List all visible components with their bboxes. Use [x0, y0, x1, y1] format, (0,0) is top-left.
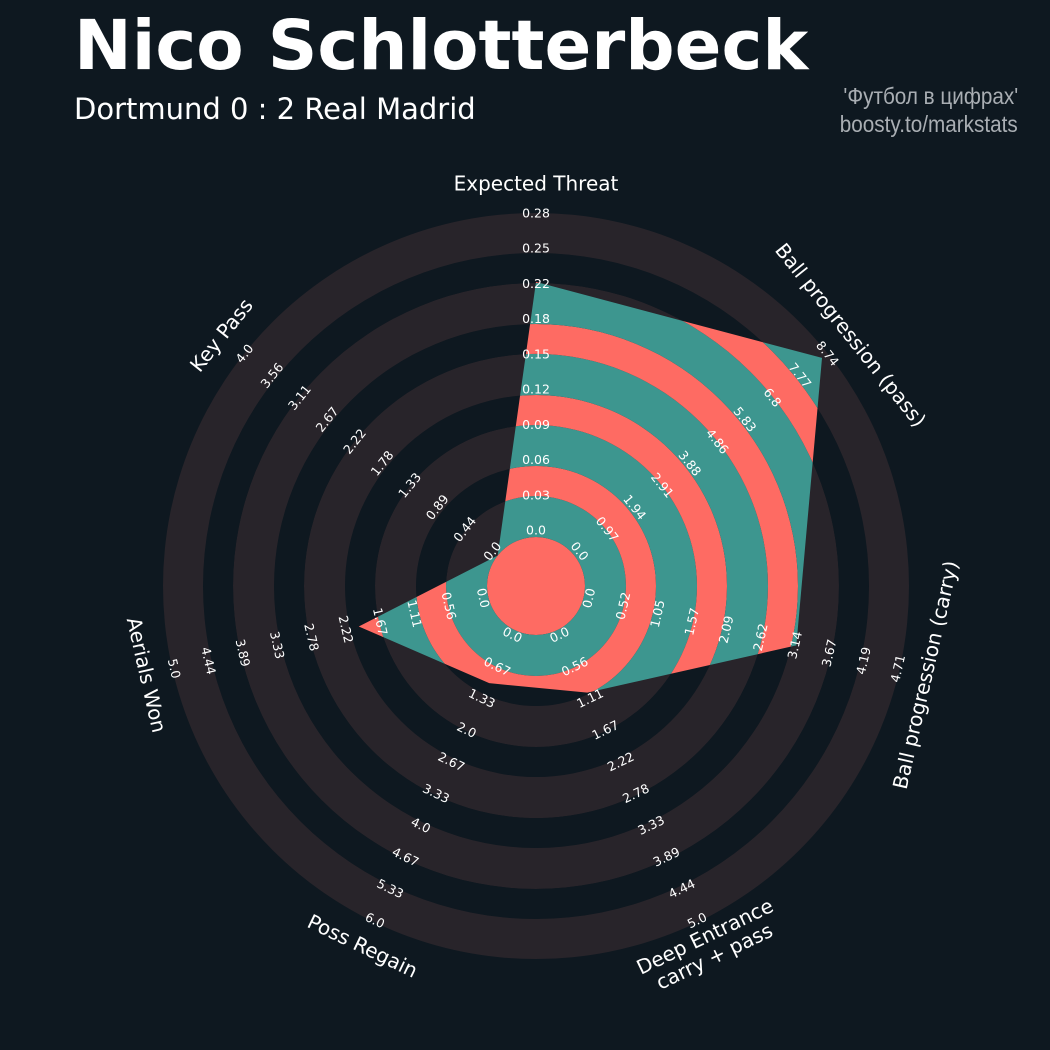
- tick-label: 3.67: [819, 638, 840, 668]
- tick-label: 3.14: [784, 630, 805, 661]
- tick-label: 1.05: [647, 598, 668, 628]
- tick-label: 0.06: [522, 452, 550, 467]
- tick-label: 0.56: [439, 591, 460, 622]
- polygon-ring: [487, 537, 585, 635]
- tick-label: 2.22: [336, 614, 357, 644]
- tick-label: 4.19: [853, 645, 874, 676]
- tick-label: 0.0: [526, 523, 546, 538]
- credit-line-1: 'Футбол в цифрах': [843, 83, 1018, 109]
- tick-label: 2.62: [750, 622, 771, 652]
- tick-label: 0.18: [522, 311, 550, 326]
- player-name-title: Nico Schlotterbeck: [74, 6, 809, 86]
- tick-label: 0.15: [522, 346, 550, 361]
- tick-label: 0.0: [579, 587, 598, 610]
- tick-label: 0.0: [474, 587, 493, 610]
- tick-label: 1.57: [681, 606, 702, 636]
- tick-label: 5.0: [165, 657, 184, 680]
- tick-label: 3.89: [233, 638, 254, 669]
- tick-label: 0.52: [613, 591, 634, 621]
- param-label: Aerials Won: [122, 615, 172, 735]
- tick-label: 0.25: [522, 241, 550, 256]
- param-label: Expected Threat: [454, 172, 619, 196]
- tick-label: 0.12: [522, 382, 550, 397]
- tick-label: 2.09: [716, 614, 737, 645]
- tick-label: 0.22: [522, 276, 550, 291]
- tick-label: 0.09: [522, 417, 550, 432]
- tick-label: 4.71: [887, 653, 908, 683]
- tick-label: 4.44: [198, 645, 219, 676]
- tick-label: 2.78: [301, 622, 322, 653]
- match-subtitle: Dortmund 0 : 2 Real Madrid: [74, 92, 476, 126]
- tick-label: 1.67: [370, 606, 391, 636]
- tick-label: 3.33: [267, 630, 288, 660]
- credit-line-2: boosty.to/markstats: [840, 111, 1018, 137]
- tick-label: 0.28: [522, 206, 550, 221]
- tick-label: 1.11: [404, 598, 425, 628]
- tick-label: 0.03: [522, 487, 550, 502]
